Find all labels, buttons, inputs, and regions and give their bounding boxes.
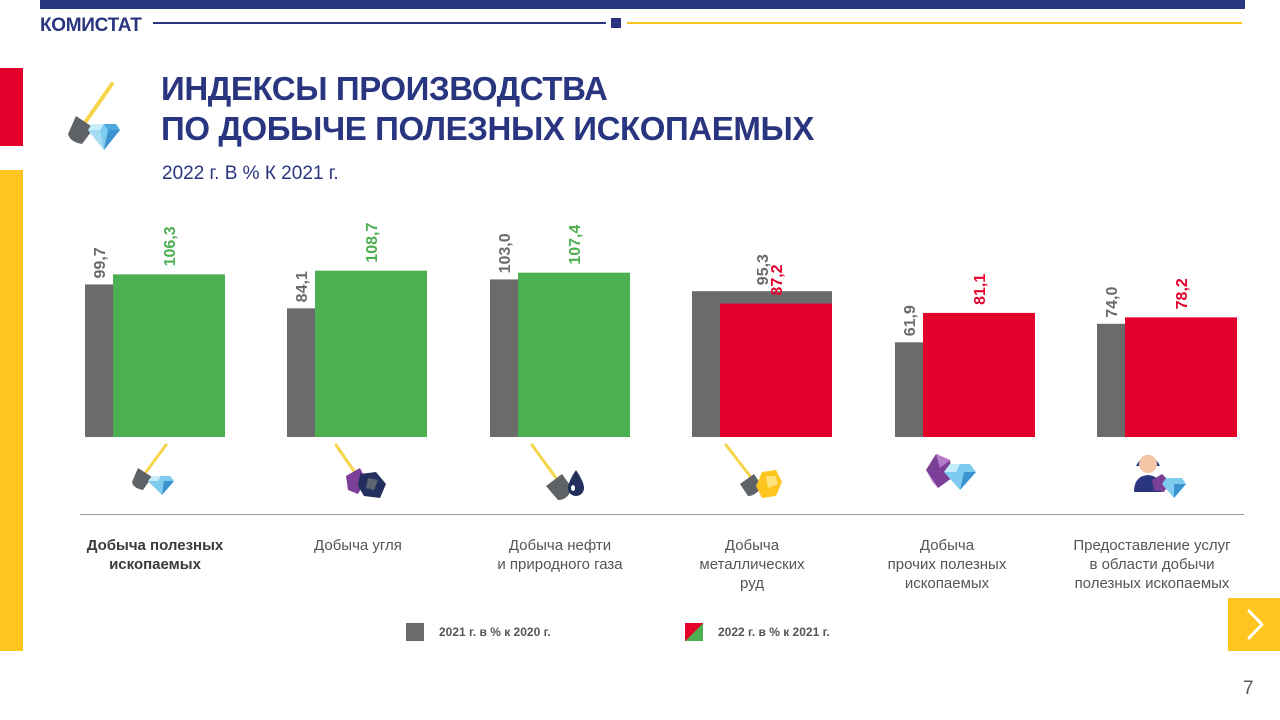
- data-label-2021: 61,9: [902, 305, 919, 336]
- chevron-right-icon: [1247, 609, 1264, 640]
- bar-2022: [518, 272, 630, 437]
- axis-divider: [80, 514, 1244, 515]
- shovel-gold-ore-icon: [724, 443, 782, 498]
- data-label-2021: 84,1: [294, 271, 311, 302]
- bar-2021: [85, 284, 113, 437]
- legend-swatch-gray: [406, 623, 424, 641]
- chart-subtitle: 2022 г. В % К 2021 г.: [162, 163, 339, 184]
- legend-label: 2022 г. в % к 2021 г.: [718, 625, 830, 639]
- side-accent-red: [0, 68, 23, 146]
- data-label-2022: 81,1: [972, 274, 989, 305]
- category-label: Предоставление услуг в области добычи по…: [1073, 537, 1231, 592]
- bar-2022: [1125, 317, 1237, 437]
- bar-2021: [287, 308, 315, 437]
- brand-logo-text: КОМИСТАТ: [40, 15, 142, 36]
- category-label: Добыча полезных ископаемых: [86, 537, 224, 573]
- bar-2022: [923, 312, 1035, 437]
- data-label-2022: 106,3: [162, 226, 179, 266]
- legend-label: 2021 г. в % к 2020 г.: [439, 625, 551, 639]
- page-number: 7: [1243, 678, 1254, 699]
- data-label-2021: 103,0: [497, 233, 514, 273]
- category-label: Добыча нефти и природного газа: [497, 537, 623, 573]
- shovel-oil-drop-icon: [530, 443, 584, 500]
- bar-2022: [315, 270, 427, 437]
- title-line-1: ИНДЕКСЫ ПРОИЗВОДСТВА: [161, 70, 608, 107]
- page-title: ИНДЕКСЫ ПРОИЗВОДСТВА ПО ДОБЫЧЕ ПОЛЕЗНЫХ …: [161, 69, 814, 149]
- bar-2022: [720, 303, 832, 437]
- data-label-2022: 108,7: [364, 223, 381, 263]
- category-label: Добыча прочих полезных ископаемых: [887, 537, 1007, 592]
- data-label-2021: 99,7: [92, 247, 109, 278]
- bar-2021: [490, 279, 518, 437]
- top-bar: [40, 0, 1245, 9]
- side-accent-yellow: [0, 170, 23, 651]
- shovel-diamond-icon: [68, 82, 120, 150]
- data-label-2022: 87,2: [769, 264, 786, 295]
- header-rule-blue: [153, 22, 606, 24]
- bar-2022: [113, 274, 225, 437]
- data-label-2022: 78,2: [1174, 278, 1191, 309]
- next-slide-button[interactable]: [1228, 598, 1280, 651]
- shovel-diamond-icon: [132, 443, 174, 495]
- data-label-2021: 74,0: [1104, 287, 1121, 318]
- worker-gems-icon: [1134, 455, 1186, 498]
- header-rule-square: [611, 18, 621, 28]
- data-label-2022: 107,4: [567, 225, 584, 265]
- gems-icon: [926, 454, 976, 490]
- category-label: Добыча металлических руд: [699, 537, 805, 592]
- data-label-2021: 95,3: [755, 254, 772, 285]
- bar-2021: [1097, 323, 1125, 437]
- category-label: Добыча угля: [314, 537, 402, 554]
- shovel-coal-icon: [334, 443, 386, 498]
- bar-2021: [895, 342, 923, 437]
- legend-swatch-red-green: [685, 623, 703, 641]
- header-rule-yellow: [627, 22, 1242, 24]
- title-line-2: ПО ДОБЫЧЕ ПОЛЕЗНЫХ ИСКОПАЕМЫХ: [161, 110, 814, 147]
